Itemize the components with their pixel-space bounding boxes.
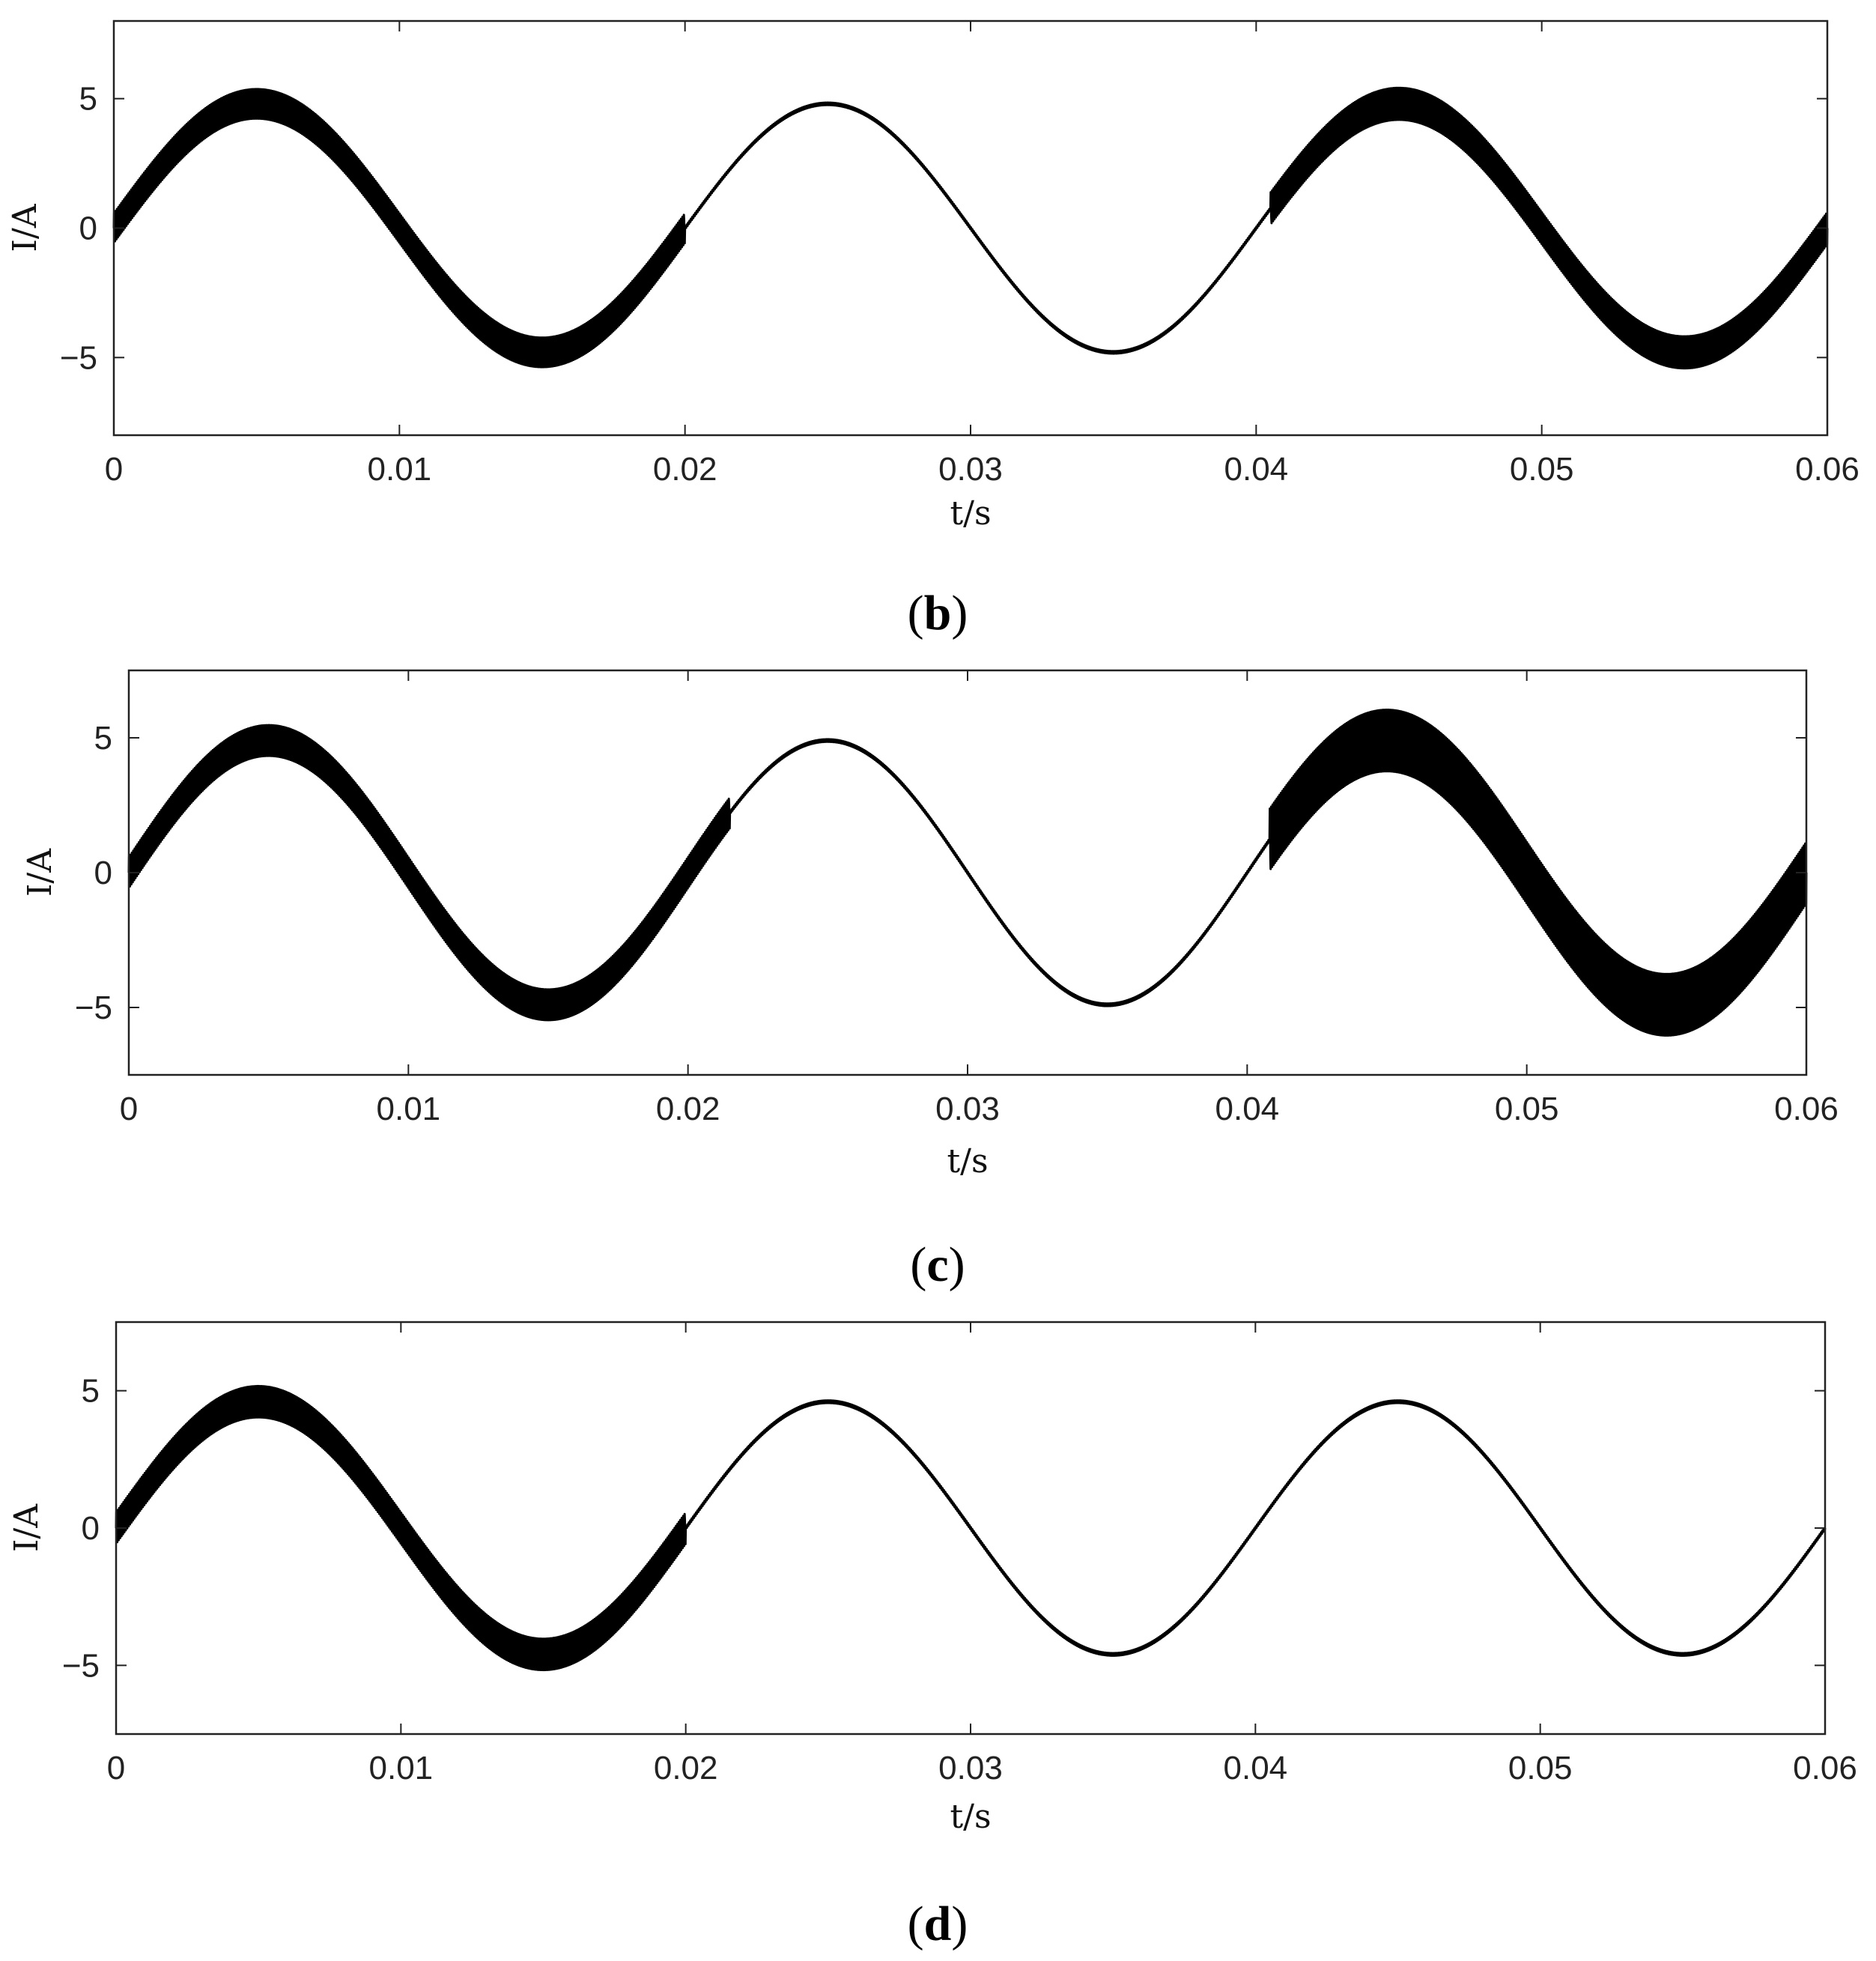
panel-c-series	[127, 709, 1808, 1037]
panel-d-xlabel: t/s	[950, 1798, 991, 1836]
panel-c-xtick-label: 0.03	[935, 1091, 1000, 1127]
panel-b-ytick-label: 0	[79, 210, 97, 247]
panel-c-caption-letter: c	[926, 1237, 948, 1292]
panel-c-caption: (c)	[910, 1237, 965, 1292]
panel-b-series	[112, 86, 1829, 370]
panel-d-caption-letter: d	[924, 1897, 952, 1951]
panel-c-ytick-label: −5	[75, 989, 112, 1026]
panel-c-ytick-label: 0	[94, 855, 112, 891]
panel-b-xlabel: t/s	[950, 494, 991, 533]
panel-c-xtick-label: 0.02	[656, 1091, 720, 1127]
panel-d-xtick-label: 0.06	[1793, 1750, 1857, 1786]
panel-b-caption-letter: b	[924, 586, 952, 640]
panel-d-current-trace	[115, 1384, 1827, 1672]
panel-d-xtick-label: 0.02	[654, 1750, 718, 1786]
panel-b: 0 0.01 0.02 0.03 0.04 0.05 0.06 5 0 −5 t/s I/A (b…	[6, 19, 1860, 640]
panel-b-xtick-label: 0.05	[1510, 451, 1574, 488]
panel-c-xtick-label: 0.01	[377, 1091, 441, 1127]
panel-b-xtick-label: 0.06	[1795, 451, 1860, 488]
panel-b-xtick-label: 0	[105, 451, 123, 488]
panel-c-xtick-label: 0	[120, 1091, 138, 1127]
panel-b-ticks: 0 0.01 0.02 0.03 0.04 0.05 0.06 5 0 −5	[60, 21, 1860, 488]
panel-b-xtick-label: 0.04	[1224, 451, 1289, 488]
panel-d-ytick-label: −5	[62, 1647, 100, 1684]
panel-d-xtick-label: 0.03	[938, 1750, 1003, 1786]
panel-d-ytick-label: 0	[82, 1510, 100, 1547]
panel-b-xtick-label: 0.02	[653, 451, 717, 488]
panel-c-xtick-label: 0.05	[1495, 1091, 1559, 1127]
panel-c-xtick-label: 0.04	[1215, 1091, 1280, 1127]
panel-d-caption: (d)	[908, 1897, 968, 1951]
panel-d-ylabel: I/A	[7, 1503, 46, 1552]
panel-c-xtick-label: 0.06	[1774, 1091, 1839, 1127]
panel-c: 0 0.01 0.02 0.03 0.04 0.05 0.06 5 0 −5 t/s I/A (c…	[21, 669, 1839, 1292]
panel-b-ylabel: I/A	[6, 203, 44, 252]
panel-b-ytick-label: −5	[60, 339, 97, 376]
panel-d-series	[115, 1384, 1827, 1672]
panel-c-ticks: 0 0.01 0.02 0.03 0.04 0.05 0.06 5 0 −5	[75, 670, 1839, 1127]
panel-d-xtick-label: 0.01	[369, 1750, 434, 1786]
panel-b-ytick-label: 5	[79, 81, 97, 118]
panel-d-ticks: 0 0.01 0.02 0.03 0.04 0.05 0.06 5 0 −5	[62, 1322, 1857, 1786]
panel-d-xtick-label: 0	[107, 1750, 125, 1786]
panel-b-xtick-label: 0.01	[368, 451, 432, 488]
panel-d-xtick-label: 0.05	[1508, 1750, 1573, 1786]
panel-d-xtick-label: 0.04	[1224, 1750, 1288, 1786]
panel-c-xlabel: t/s	[947, 1142, 988, 1180]
panel-c-current-trace	[127, 709, 1808, 1037]
panel-d-ytick-label: 5	[82, 1373, 100, 1410]
panel-b-current-trace	[112, 86, 1829, 370]
panel-d: 0 0.01 0.02 0.03 0.04 0.05 0.06 5 0 −5 t/s I/A (d…	[7, 1321, 1857, 1951]
panel-b-xtick-label: 0.03	[938, 451, 1003, 488]
panel-c-ylabel: I/A	[21, 848, 59, 897]
panel-b-caption: (b)	[908, 586, 968, 640]
panel-c-ytick-label: 5	[94, 720, 112, 757]
